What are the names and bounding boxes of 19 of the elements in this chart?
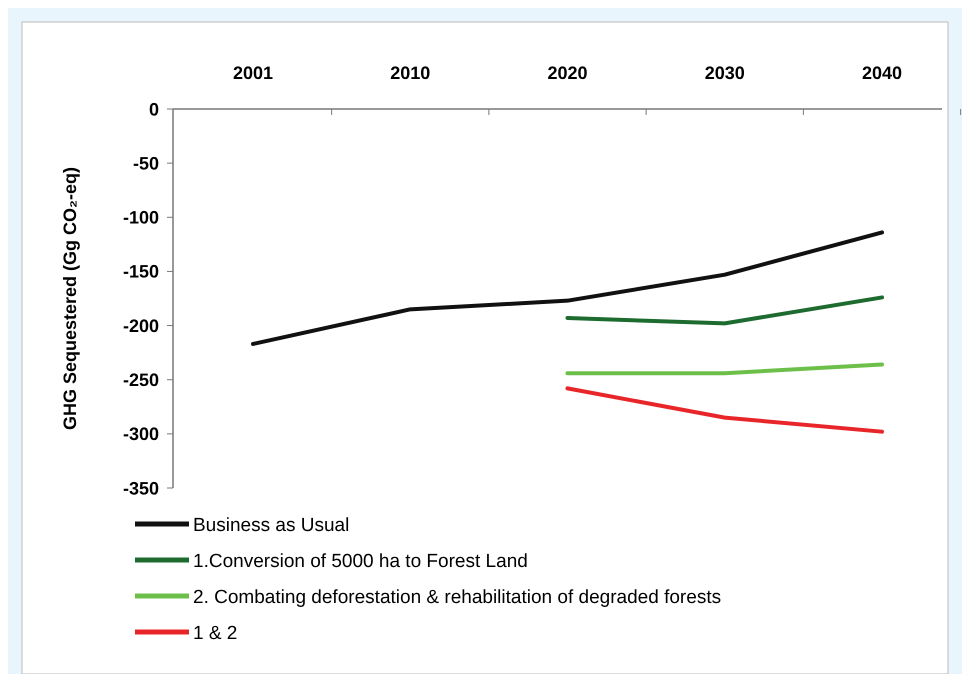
x-tick-label: 2040 bbox=[862, 63, 902, 83]
legend-label: 2. Combating deforestation & rehabilitation of degraded forests bbox=[193, 587, 722, 608]
x-tick-label: 2001 bbox=[232, 63, 274, 83]
y-tick-label: -350 bbox=[122, 478, 159, 498]
line-series bbox=[251, 230, 884, 346]
legend-label: Business as Usual bbox=[193, 515, 350, 536]
legend-label: 1 & 2 bbox=[193, 623, 238, 644]
y-tick-label: -150 bbox=[122, 262, 159, 282]
y-tick-label: -100 bbox=[122, 208, 159, 228]
x-tick-label: 2020 bbox=[547, 63, 588, 83]
x-tick-label: 2010 bbox=[390, 63, 430, 83]
x-tick-label: 2030 bbox=[704, 63, 745, 83]
y-tick-label: -300 bbox=[122, 424, 159, 444]
y-tick-label: 0 bbox=[148, 99, 159, 120]
y-axis-title: GHG Sequestered (Gg CO₂-eq) bbox=[60, 166, 80, 430]
y-tick-label: -50 bbox=[132, 153, 159, 174]
legend-label: 1.Conversion of 5000 ha to Forest Land bbox=[193, 551, 528, 572]
y-tick-label: -200 bbox=[122, 316, 159, 336]
y-tick-label: -250 bbox=[122, 370, 159, 390]
